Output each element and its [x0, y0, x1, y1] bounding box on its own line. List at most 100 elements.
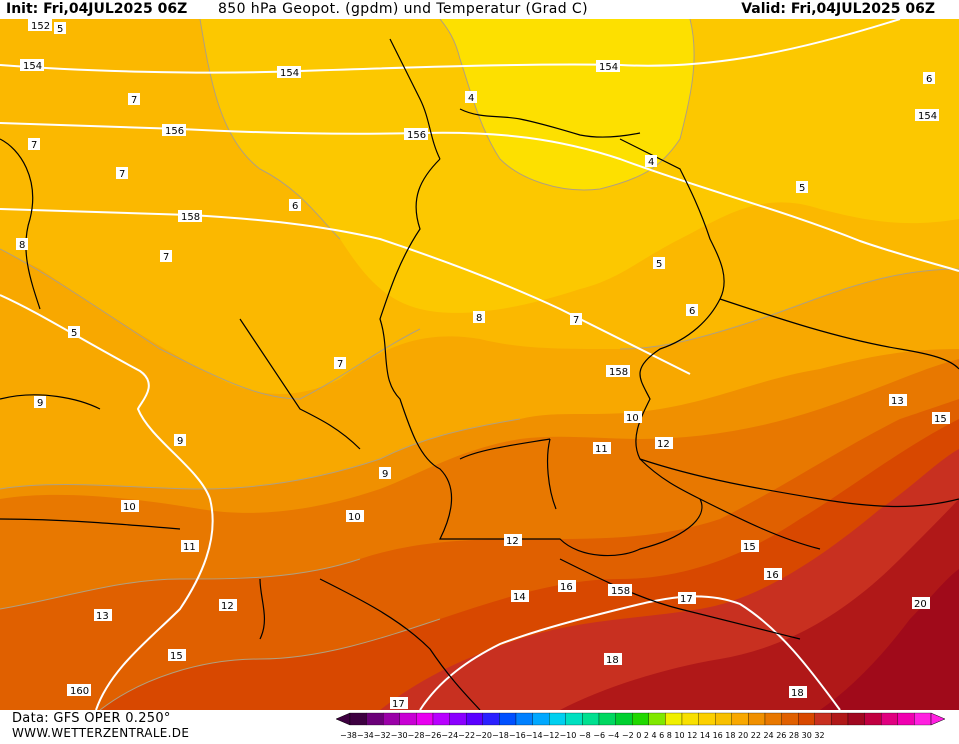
legend-cell [632, 712, 649, 726]
temp-label: 5 [54, 22, 66, 35]
legend-cell [831, 712, 849, 726]
legend-cell [349, 712, 367, 726]
svg-text:7: 7 [163, 252, 169, 263]
legend-cell [914, 712, 932, 726]
svg-text:10: 10 [348, 512, 361, 523]
temp-label: 6 [686, 304, 698, 317]
svg-text:5: 5 [656, 259, 662, 270]
svg-text:160: 160 [70, 686, 89, 697]
geo-label: 156 [162, 124, 186, 137]
legend-cell [847, 712, 865, 726]
legend-cell [549, 712, 566, 726]
temp-label: 10 [121, 500, 139, 513]
legend-cell [781, 712, 799, 726]
svg-text:16: 16 [560, 582, 573, 593]
temperature-labels: 5 6 7 7 7 7 6 8 7 5 5 9 9 10 10 11 12 13… [16, 22, 950, 710]
temp-label: 12 [504, 534, 522, 547]
temp-label: 6 [289, 199, 301, 212]
svg-text:152: 152 [31, 21, 50, 32]
svg-text:5: 5 [799, 183, 805, 194]
legend-cells [335, 712, 946, 726]
svg-text:11: 11 [595, 444, 608, 455]
legend-arrow-right [930, 712, 946, 726]
country-borders [0, 38, 959, 710]
geo-label: 154 [915, 109, 939, 122]
temp-label: 8 [473, 311, 485, 324]
legend-cell [681, 712, 699, 726]
init-time: Init: Fri,04JUL2025 06Z [6, 1, 188, 17]
temp-label: 11 [593, 442, 611, 455]
svg-text:15: 15 [743, 542, 756, 553]
svg-text:158: 158 [609, 367, 628, 378]
geo-label: 156 [404, 128, 428, 141]
svg-text:10: 10 [123, 502, 136, 513]
svg-text:11: 11 [183, 542, 196, 553]
temp-label: 7 [128, 93, 140, 106]
legend-cell [731, 712, 749, 726]
temp-label: 13 [94, 609, 112, 622]
legend-cell [383, 712, 400, 726]
legend-cell [648, 712, 666, 726]
temperature-isolines [0, 19, 959, 710]
legend-cell [565, 712, 583, 726]
legend-cell [432, 712, 450, 726]
svg-text:10: 10 [626, 413, 639, 424]
temp-label: 7 [116, 167, 128, 180]
legend-cell [698, 712, 716, 726]
svg-text:7: 7 [131, 95, 137, 106]
weather-map: 152 154 154 154 154 156 156 158 158 158 … [0, 19, 959, 710]
temp-label: 7 [160, 250, 172, 263]
temp-label: 5 [796, 181, 808, 194]
svg-text:7: 7 [573, 315, 579, 326]
legend-cell [449, 712, 467, 726]
legend-cell [881, 712, 898, 726]
svg-text:158: 158 [611, 586, 630, 597]
legend-cell [466, 712, 483, 726]
svg-text:13: 13 [891, 396, 904, 407]
svg-text:14: 14 [513, 592, 526, 603]
svg-text:18: 18 [791, 688, 804, 699]
svg-text:6: 6 [292, 201, 298, 212]
temp-label: 7 [28, 138, 40, 151]
temp-label: 6 [923, 72, 935, 85]
temp-label: 10 [624, 411, 642, 424]
geo-label: 154 [20, 59, 44, 72]
svg-text:4: 4 [648, 157, 654, 168]
svg-text:5: 5 [57, 24, 63, 35]
geo-label: 158 [608, 584, 632, 597]
temp-label: 15 [932, 412, 950, 425]
svg-text:154: 154 [918, 111, 937, 122]
legend-cell [748, 712, 766, 726]
legend-cell [366, 712, 384, 726]
geo-label: 154 [277, 66, 301, 79]
temp-label: 15 [741, 540, 759, 553]
svg-text:13: 13 [96, 611, 109, 622]
legend-cell [897, 712, 915, 726]
svg-text:12: 12 [506, 536, 519, 547]
temp-label: 20 [912, 597, 930, 610]
legend-cell [399, 712, 417, 726]
svg-text:9: 9 [177, 436, 183, 447]
svg-text:8: 8 [19, 240, 25, 251]
svg-text:158: 158 [181, 212, 200, 223]
temp-label: 10 [346, 510, 364, 523]
svg-text:7: 7 [337, 359, 343, 370]
temp-label: 9 [379, 467, 391, 480]
legend-cell [764, 712, 782, 726]
svg-text:9: 9 [37, 398, 43, 409]
temp-label: 4 [645, 155, 657, 168]
map-header: Init: Fri,04JUL2025 06Z 850 hPa Geopot. … [0, 0, 959, 19]
temp-label: 11 [181, 540, 199, 553]
temp-label: 12 [655, 437, 673, 450]
data-source: Data: GFS OPER 0.250° [12, 711, 171, 726]
svg-text:4: 4 [468, 93, 474, 104]
svg-text:6: 6 [689, 306, 695, 317]
legend-arrow-left [335, 712, 351, 726]
svg-text:6: 6 [926, 74, 932, 85]
svg-text:12: 12 [657, 439, 670, 450]
legend-cell [665, 712, 683, 726]
legend-cell [864, 712, 882, 726]
temp-label: 17 [678, 592, 696, 605]
temp-label: 17 [390, 697, 408, 710]
svg-text:5: 5 [71, 328, 77, 339]
